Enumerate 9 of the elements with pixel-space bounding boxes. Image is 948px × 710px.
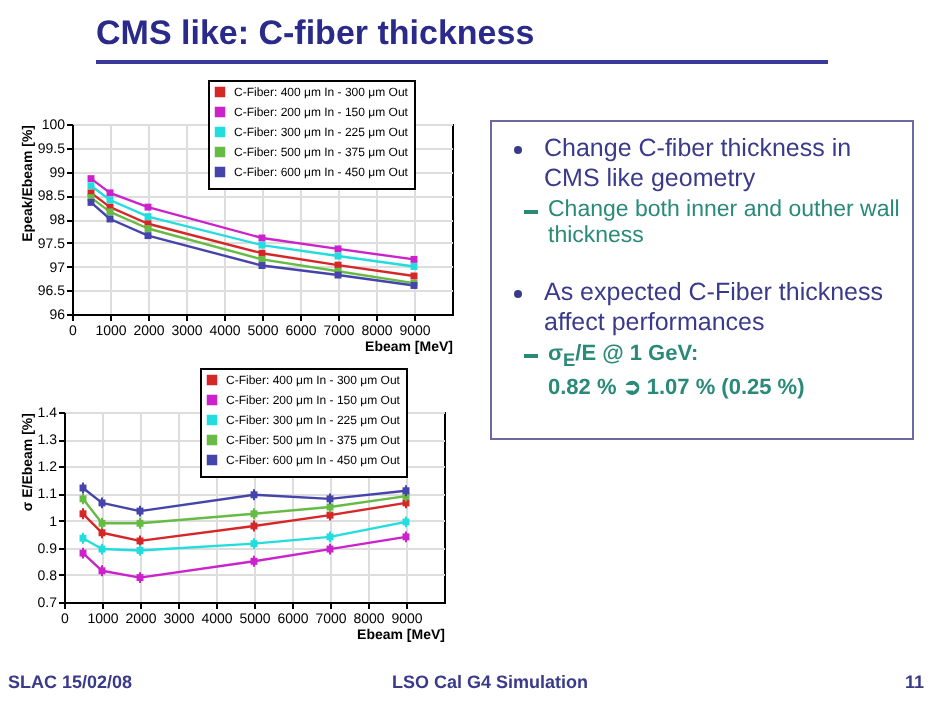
text: Change both inner and outher wall thickness <box>546 198 900 250</box>
text: SLAC 15/02/08 <box>8 672 133 692</box>
text: Change C-fiber thickness in CMS like geometry <box>542 134 854 194</box>
text: As expected C-Fiber thickness affect performances <box>542 278 886 338</box>
chart-title: CMS like: C-fiber thickness <box>96 8 828 64</box>
text: 11 <box>904 672 924 692</box>
text: 0.82 % ➲ 1.07 % (0.25 %) <box>546 374 807 403</box>
text: LSO Cal G4 Simulation <box>392 672 589 692</box>
text: σ$_{E}$/E @ 1 GeV: <box>546 342 701 375</box>
